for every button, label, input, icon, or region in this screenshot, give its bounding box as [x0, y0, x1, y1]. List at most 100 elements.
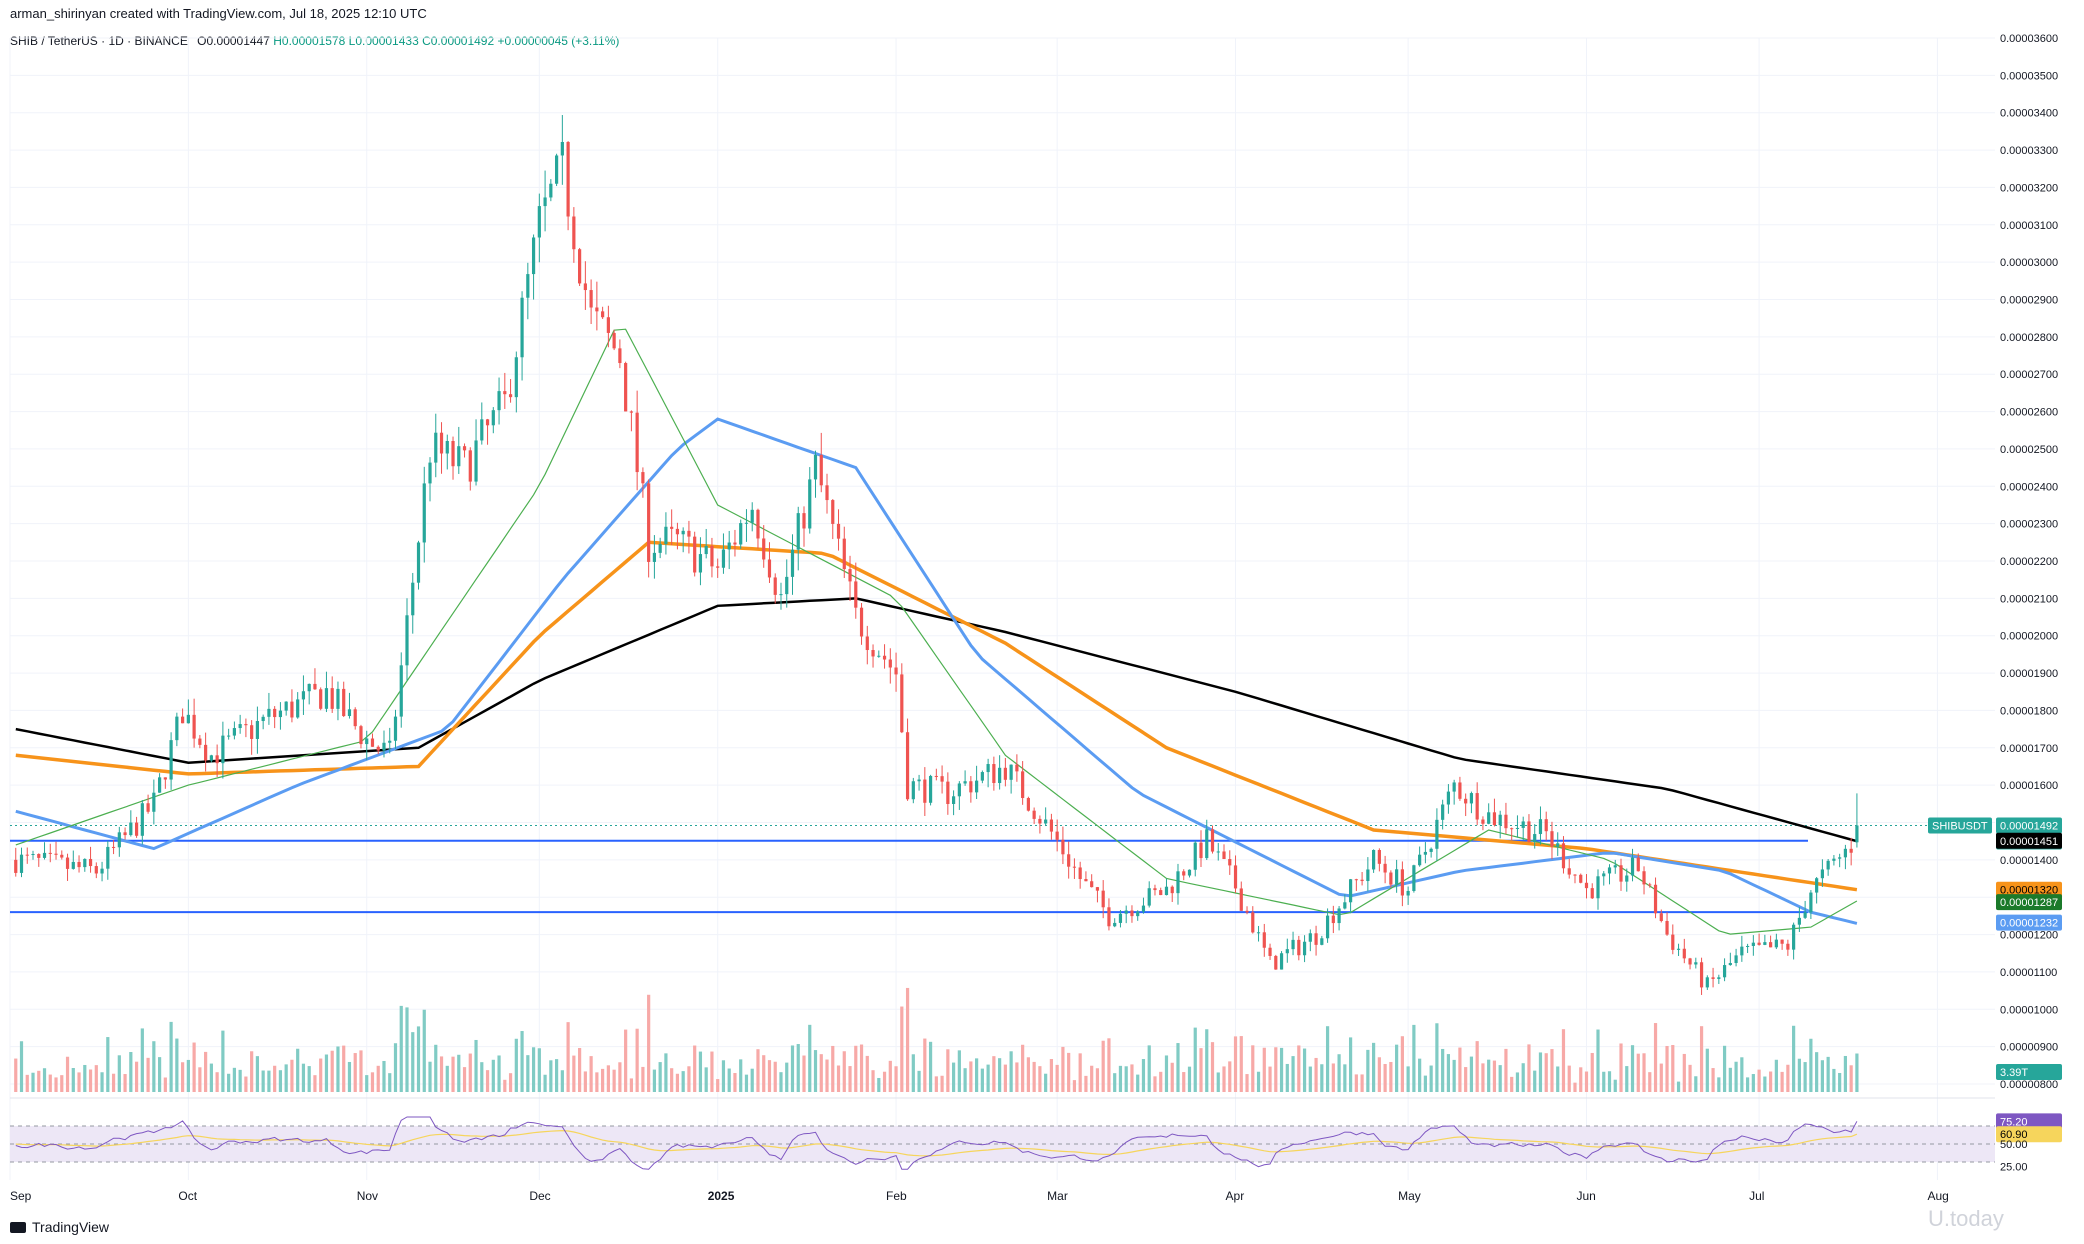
- volume-bar: [992, 1056, 996, 1092]
- volume-bar: [123, 1074, 127, 1092]
- candle-body: [1256, 932, 1261, 934]
- candle-body: [186, 714, 190, 724]
- candle-body: [244, 724, 248, 726]
- candle-body: [1170, 886, 1174, 894]
- candle-body: [762, 538, 766, 560]
- candle-body: [1734, 955, 1738, 964]
- price-tick-label: 0.00001100: [2000, 967, 2057, 979]
- time-tick-label: Dec: [529, 1189, 550, 1203]
- volume-bar: [1297, 1045, 1301, 1092]
- candle-body: [1418, 854, 1422, 866]
- candle-body: [998, 767, 1002, 784]
- candle-body: [261, 716, 265, 722]
- candle-body: [65, 857, 70, 869]
- volume-bar: [1107, 1038, 1111, 1092]
- candle-body: [624, 363, 628, 412]
- volume-bar: [560, 1070, 564, 1092]
- candle-body: [468, 450, 472, 482]
- candle-body: [877, 655, 881, 657]
- ma-black-badge: 0.00001451: [1996, 832, 2062, 849]
- volume-bar: [405, 1007, 409, 1092]
- candle-body: [1337, 908, 1341, 924]
- volume-bar: [244, 1076, 248, 1092]
- volume-bar: [1389, 1061, 1393, 1092]
- candle-body: [1032, 810, 1036, 819]
- price-tick-label: 0.00001000: [2000, 1004, 2058, 1016]
- candle-body: [31, 854, 35, 856]
- candle-body: [1745, 945, 1750, 947]
- volume-bar: [88, 1069, 93, 1092]
- candle-body: [1331, 915, 1335, 924]
- candle-body: [750, 509, 754, 523]
- candle-body: [1084, 879, 1088, 882]
- volume-bar: [1377, 1057, 1381, 1092]
- time-tick-label: Feb: [886, 1189, 907, 1203]
- volume-bar: [1584, 1071, 1589, 1092]
- candle-body: [134, 822, 139, 836]
- candle-body: [330, 688, 334, 709]
- candle-body: [451, 440, 455, 467]
- candle-body: [1176, 871, 1180, 894]
- volume-bar: [1291, 1056, 1295, 1092]
- volume-bar: [1003, 1064, 1007, 1092]
- candle-body: [618, 348, 622, 364]
- candle-body: [1279, 953, 1284, 970]
- candle-body: [474, 440, 478, 482]
- candle-body: [215, 755, 219, 764]
- volume-bar: [1210, 1042, 1215, 1092]
- candle-body: [1389, 872, 1393, 885]
- rsi-ma-badge-text: 60.90: [2000, 1129, 2028, 1141]
- candle-body: [1222, 851, 1226, 860]
- candle-body: [1780, 939, 1784, 944]
- volume-bar: [1487, 1059, 1491, 1092]
- candle-body: [1107, 907, 1111, 927]
- candle-body: [733, 542, 737, 545]
- volume-bar: [1072, 1080, 1077, 1092]
- volume-bar: [221, 1030, 225, 1092]
- candle-body: [842, 538, 846, 570]
- tradingview-logo[interactable]: TradingView: [10, 1219, 109, 1235]
- volume-bar: [1164, 1055, 1169, 1092]
- volume-bar: [871, 1070, 875, 1092]
- volume-bar: [1383, 1063, 1387, 1092]
- volume-bar: [1688, 1064, 1692, 1092]
- horizontal-levels: [10, 824, 1995, 914]
- candle-body: [1717, 977, 1721, 979]
- volume-bar: [698, 1051, 703, 1092]
- volume-bar: [1458, 1047, 1462, 1092]
- time-tick-label: Apr: [1226, 1189, 1245, 1203]
- volume-bar: [1314, 1057, 1318, 1092]
- candle-body: [560, 141, 564, 156]
- volume-bar: [485, 1070, 490, 1092]
- volume-bar: [1510, 1076, 1514, 1092]
- candle-body: [1228, 859, 1232, 866]
- candle-body: [123, 832, 127, 836]
- volume-bar: [370, 1072, 375, 1092]
- volume-bar: [1475, 1041, 1479, 1092]
- candle-body: [595, 307, 599, 312]
- volume-bar: [1268, 1066, 1272, 1092]
- symbol-tag-text: SHIBUSDT: [1932, 820, 1988, 832]
- volume-bar: [836, 1065, 841, 1092]
- volume-bar: [1187, 1066, 1192, 1092]
- price-tick-label: 0.00002700: [2000, 369, 2058, 381]
- candle-body: [1665, 920, 1669, 935]
- volume-bar: [393, 1043, 398, 1092]
- price-tick-label: 0.00002200: [2000, 556, 2058, 568]
- volume-bar: [1067, 1052, 1071, 1092]
- volume-bar: [1452, 1059, 1456, 1092]
- volume-bar: [1567, 1065, 1571, 1092]
- candle-body: [152, 792, 156, 812]
- volume-bar: [250, 1051, 254, 1092]
- last-price-badge: 0.00001492: [1996, 817, 2062, 834]
- volume-bar: [54, 1077, 58, 1092]
- candle-body: [1205, 829, 1209, 859]
- candle-body: [917, 779, 921, 782]
- candle-body: [900, 674, 904, 733]
- time-tick-label: Mar: [1047, 1189, 1068, 1203]
- volume-bar: [491, 1059, 495, 1092]
- volume-bar: [462, 1067, 467, 1092]
- volume-bar: [313, 1075, 317, 1092]
- candle-body: [1009, 764, 1013, 780]
